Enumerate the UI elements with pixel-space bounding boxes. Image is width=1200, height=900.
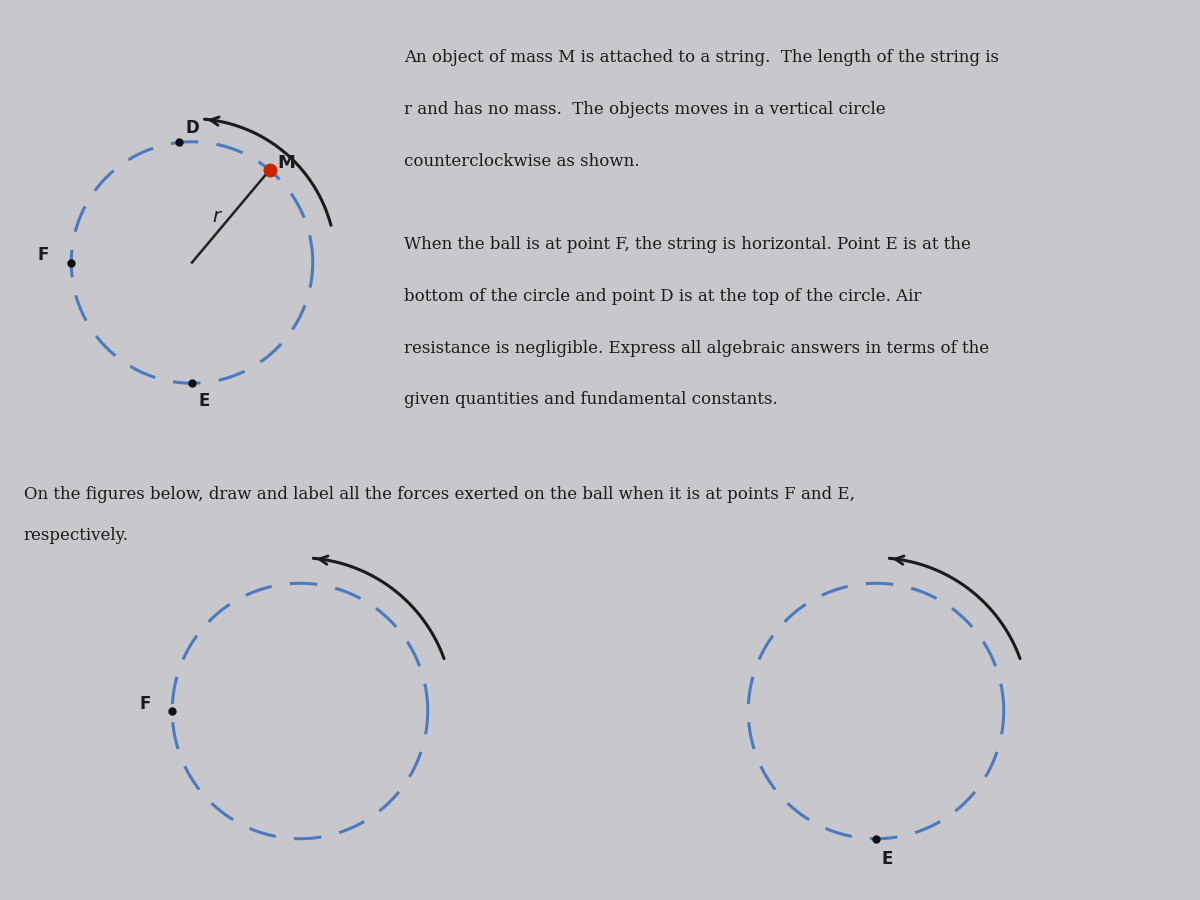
Text: bottom of the circle and point D is at the top of the circle. Air: bottom of the circle and point D is at t… bbox=[403, 288, 922, 305]
Text: r and has no mass.  The objects moves in a vertical circle: r and has no mass. The objects moves in … bbox=[403, 102, 886, 118]
Text: E: E bbox=[198, 392, 210, 410]
Text: counterclockwise as shown.: counterclockwise as shown. bbox=[403, 153, 640, 170]
Text: respectively.: respectively. bbox=[24, 526, 128, 544]
Text: resistance is negligible. Express all algebraic answers in terms of the: resistance is negligible. Express all al… bbox=[403, 339, 989, 356]
Text: E: E bbox=[882, 850, 893, 868]
Text: When the ball is at point F, the string is horizontal. Point E is at the: When the ball is at point F, the string … bbox=[403, 236, 971, 253]
Text: given quantities and fundamental constants.: given quantities and fundamental constan… bbox=[403, 392, 778, 409]
Text: D: D bbox=[186, 120, 199, 138]
Text: F: F bbox=[37, 247, 49, 265]
Text: F: F bbox=[139, 695, 151, 713]
Text: r: r bbox=[212, 206, 220, 226]
Text: On the figures below, draw and label all the forces exerted on the ball when it : On the figures below, draw and label all… bbox=[24, 486, 854, 503]
Text: An object of mass M is attached to a string.  The length of the string is: An object of mass M is attached to a str… bbox=[403, 50, 998, 67]
Text: M: M bbox=[277, 154, 295, 172]
